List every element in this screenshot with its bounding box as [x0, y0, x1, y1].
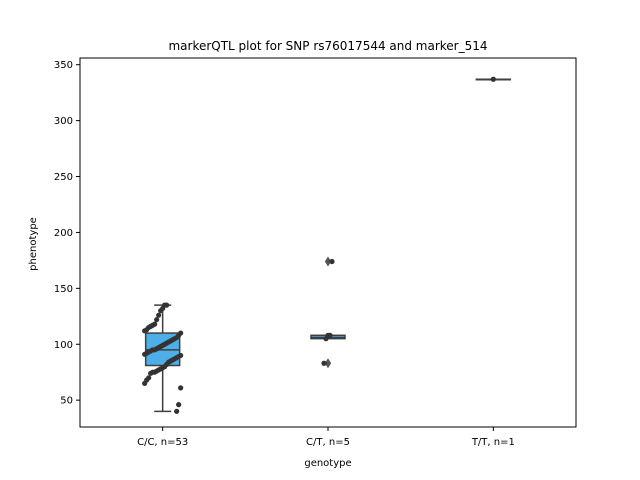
- x-axis-label: genotype: [304, 458, 351, 469]
- x-axis: C/C, n=53 C/T, n=5 T/T, n=1: [137, 427, 515, 448]
- box-outlier-marker: [324, 256, 332, 267]
- y-tick-label: 50: [60, 396, 73, 407]
- data-point: [329, 258, 335, 265]
- y-axis: 50 100 150 200 250 300 350: [54, 60, 80, 407]
- y-tick-label: 200: [54, 228, 73, 239]
- data-point: [142, 328, 148, 334]
- y-tick-label: 300: [54, 116, 73, 127]
- y-axis-label: phenotype: [28, 217, 39, 271]
- y-tick-label: 250: [54, 172, 73, 183]
- points-layer: [142, 76, 496, 414]
- data-point: [154, 317, 160, 323]
- data-point: [323, 336, 329, 342]
- data-point: [142, 351, 148, 357]
- data-point: [142, 380, 148, 386]
- data-point: [178, 385, 184, 391]
- data-point: [321, 360, 327, 366]
- chart-title: markerQTL plot for SNP rs76017544 and ma…: [168, 39, 487, 53]
- x-tick-label: C/T, n=5: [306, 437, 350, 448]
- boxes-layer: [144, 78, 512, 413]
- data-point: [490, 76, 496, 82]
- y-tick-label: 100: [54, 340, 73, 351]
- y-tick-label: 150: [54, 284, 73, 295]
- data-point: [156, 312, 162, 318]
- x-tick-label: T/T, n=1: [471, 437, 515, 448]
- data-point: [148, 370, 154, 376]
- y-tick-label: 350: [54, 60, 73, 71]
- x-tick-label: C/C, n=53: [137, 437, 188, 448]
- box-outlier-marker: [324, 358, 332, 369]
- data-point: [174, 408, 180, 414]
- data-point: [176, 402, 182, 408]
- data-point: [158, 308, 164, 314]
